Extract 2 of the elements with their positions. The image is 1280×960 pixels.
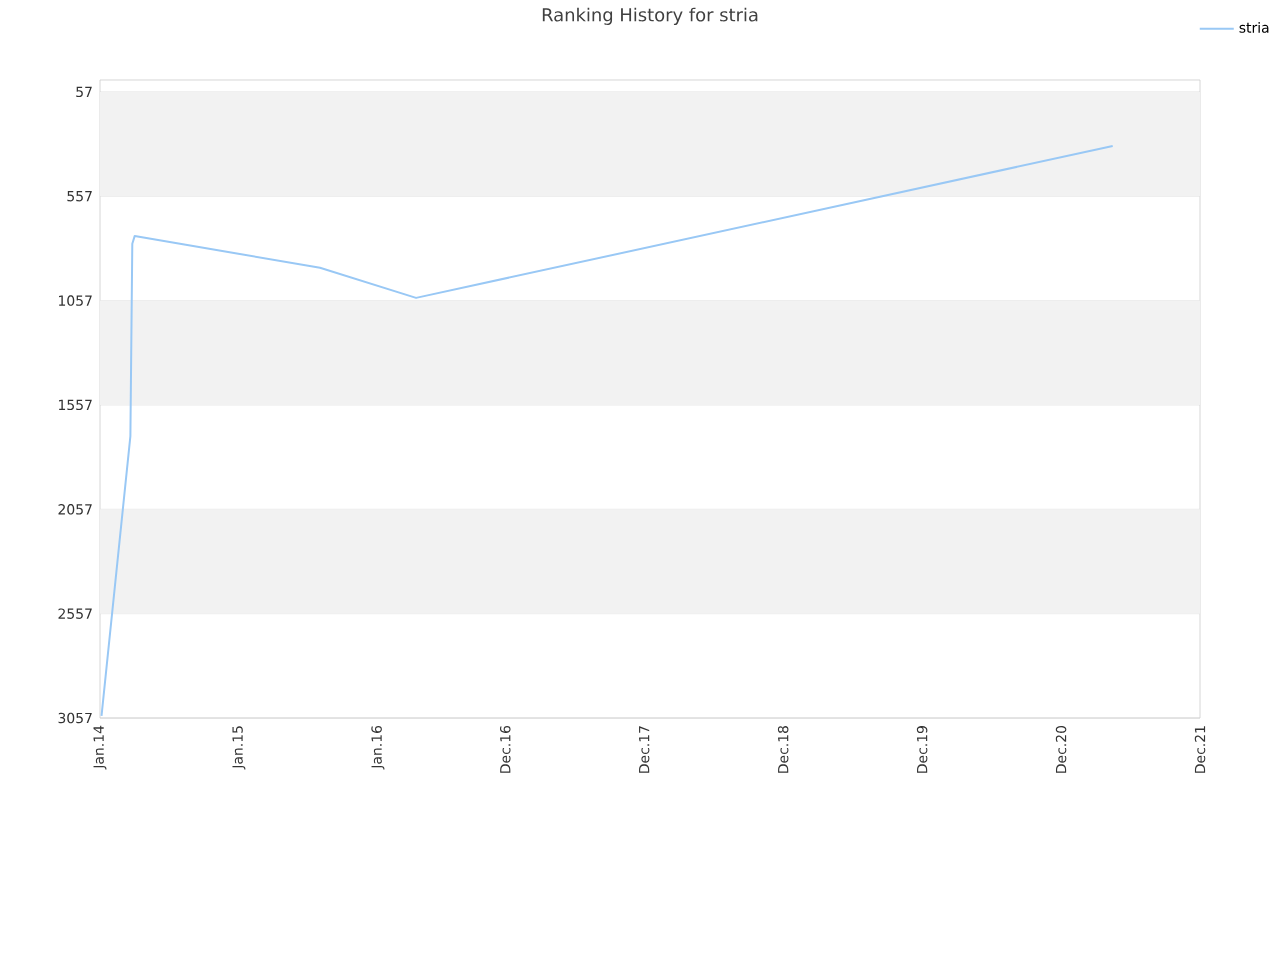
- chart-title: Ranking History for stria: [542, 7, 758, 25]
- line-series: [100, 144, 1114, 717]
